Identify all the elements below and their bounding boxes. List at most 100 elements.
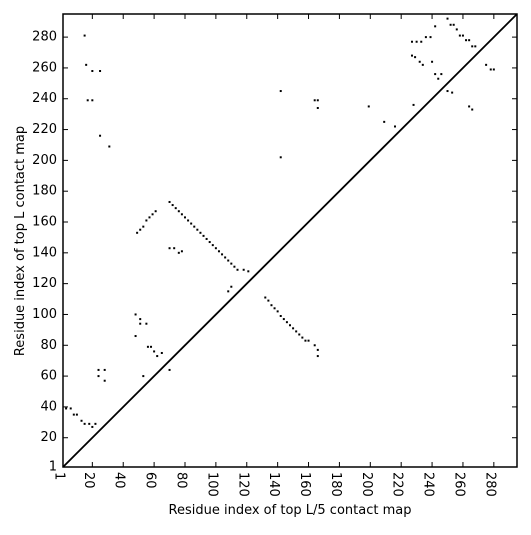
- x-tick-label: 200: [359, 472, 374, 497]
- x-tick-label: 280: [482, 472, 497, 497]
- contact-point: [168, 368, 171, 371]
- contact-point: [91, 70, 94, 73]
- contact-point: [187, 219, 190, 222]
- contact-point: [316, 355, 319, 358]
- contact-point: [65, 407, 68, 410]
- y-tick-label: 120: [32, 276, 57, 291]
- contact-point: [139, 322, 142, 325]
- contact-point: [485, 63, 488, 66]
- contact-point: [83, 422, 86, 425]
- contact-point: [276, 310, 279, 313]
- contact-point: [267, 299, 270, 302]
- contact-point: [217, 250, 220, 253]
- contact-point: [285, 321, 288, 324]
- contact-point: [414, 56, 417, 59]
- contact-point: [412, 103, 415, 106]
- contact-point: [69, 407, 72, 410]
- contact-point: [151, 213, 154, 216]
- contact-point: [193, 225, 196, 228]
- contact-point: [214, 247, 217, 250]
- contact-point: [307, 339, 310, 342]
- contact-point: [227, 259, 230, 262]
- contact-point: [264, 296, 267, 299]
- y-tick-label: 100: [32, 307, 57, 322]
- x-tick-label: 240: [421, 472, 436, 497]
- contact-point: [465, 39, 468, 42]
- contact-point: [173, 247, 176, 250]
- contact-point: [142, 375, 145, 378]
- contact-point: [202, 234, 205, 237]
- contact-point: [171, 204, 174, 207]
- contact-point: [134, 335, 137, 338]
- contact-point: [80, 419, 83, 422]
- y-tick-label: 260: [32, 60, 57, 75]
- contact-point: [97, 375, 100, 378]
- contact-point: [99, 134, 102, 137]
- x-tick-label: 40: [112, 472, 127, 489]
- contact-point: [247, 270, 250, 273]
- x-tick-label: 20: [81, 472, 96, 489]
- contact-point: [313, 344, 316, 347]
- contact-point: [139, 318, 142, 321]
- contact-point: [304, 339, 307, 342]
- contact-point: [75, 413, 78, 416]
- contact-point: [418, 60, 421, 63]
- y-tick-label: 60: [40, 369, 57, 384]
- contact-point: [174, 207, 177, 210]
- contact-point: [471, 108, 474, 111]
- contact-point: [455, 28, 458, 31]
- contact-point: [279, 156, 282, 159]
- contact-point: [108, 145, 111, 148]
- contact-point: [437, 77, 440, 80]
- contact-point: [282, 318, 285, 321]
- contact-point: [205, 237, 208, 240]
- contact-point: [168, 200, 171, 203]
- contact-point: [153, 350, 156, 353]
- contact-point: [420, 40, 423, 43]
- contact-point: [383, 120, 386, 123]
- x-tick-label: 80: [173, 472, 188, 489]
- y-tick-label: 20: [40, 430, 57, 445]
- contact-point: [242, 268, 245, 271]
- contact-point: [367, 105, 370, 108]
- contact-point: [316, 348, 319, 351]
- contact-point: [134, 313, 137, 316]
- contact-point: [410, 54, 413, 57]
- contact-point: [233, 265, 236, 268]
- contact-point: [145, 322, 148, 325]
- contact-point: [289, 324, 291, 327]
- contact-point: [154, 210, 157, 213]
- contact-point: [160, 351, 163, 354]
- plot-frame: [62, 13, 518, 468]
- contact-point: [474, 45, 477, 48]
- contact-point: [211, 244, 214, 247]
- contact-point: [440, 73, 443, 76]
- contact-point: [424, 36, 427, 39]
- x-tick-label: 180: [328, 472, 343, 497]
- contact-point: [489, 68, 492, 71]
- contact-point: [458, 34, 461, 37]
- contact-point: [451, 91, 454, 94]
- contact-point: [446, 17, 449, 20]
- x-tick-label: 140: [266, 472, 281, 497]
- contact-point: [230, 285, 233, 288]
- contact-point: [183, 216, 186, 219]
- contact-point: [316, 106, 319, 109]
- y-axis-label: Residue index of top L contact map: [13, 126, 28, 356]
- contact-point: [136, 231, 139, 234]
- contact-point: [224, 256, 227, 259]
- contact-point: [150, 345, 153, 348]
- contact-point: [236, 268, 239, 271]
- y-tick-label: 280: [32, 30, 57, 45]
- y-tick-label: 240: [32, 91, 57, 106]
- contact-point: [142, 225, 145, 228]
- contact-point: [301, 336, 304, 339]
- contact-point: [146, 345, 149, 348]
- x-axis-label: Residue index of top L/5 contact map: [169, 503, 412, 518]
- contact-point: [139, 228, 142, 231]
- contact-point: [429, 36, 432, 39]
- contact-point: [298, 333, 301, 336]
- contact-point: [410, 40, 413, 43]
- contact-point: [83, 34, 86, 37]
